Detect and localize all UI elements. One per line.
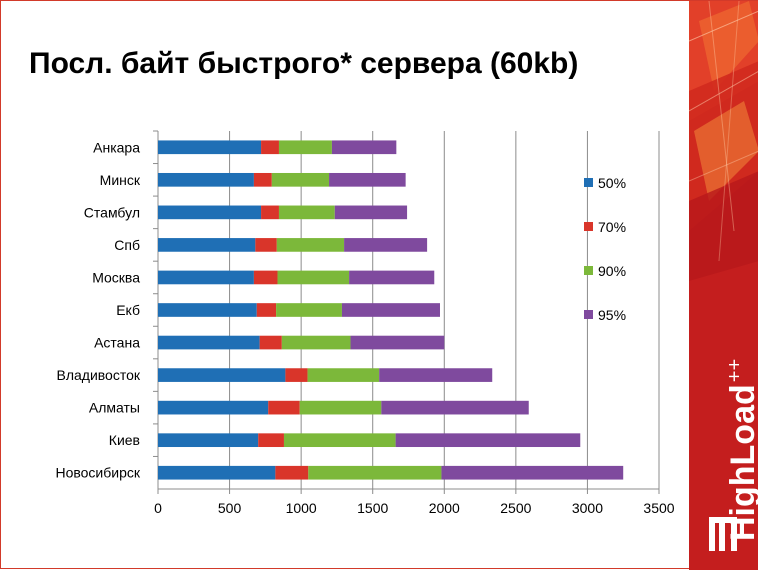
bar-segment	[158, 205, 262, 220]
bar-segment	[281, 335, 351, 350]
bar-segment	[158, 400, 269, 415]
bar-segment	[278, 140, 332, 155]
brand-plus: ++	[724, 358, 746, 383]
bar-segment	[158, 270, 254, 285]
bar-segment	[285, 368, 308, 382]
bar-segment	[308, 465, 442, 480]
bar-segment	[261, 140, 279, 155]
category-label: Москва	[92, 269, 140, 285]
bar-chart: 0 500 1000 1500 2000 2500 3000 3500 Анкара Минск С…	[55, 130, 675, 516]
category-label: Киев	[109, 432, 140, 448]
brand-logo-mark	[709, 517, 737, 551]
bar-segment	[331, 140, 397, 155]
bar-segment	[271, 172, 330, 187]
legend-label: 70%	[598, 219, 626, 235]
x-tick-label: 1000	[286, 500, 317, 516]
category-label: Екб	[116, 302, 140, 318]
bar-segment	[158, 335, 260, 350]
bar-segment	[277, 270, 350, 285]
bar-segment	[344, 238, 428, 252]
category-label: Новосибирск	[55, 465, 140, 481]
bar-segment	[158, 433, 259, 448]
legend-swatch	[584, 222, 593, 231]
bar-segment	[255, 238, 277, 252]
bar-segment	[341, 303, 440, 317]
brand-logo: HighLoad++	[724, 359, 758, 541]
brand-panel	[689, 1, 758, 570]
legend-swatch	[584, 178, 593, 187]
brand-pattern-graphic	[689, 1, 758, 570]
category-label: Владивосток	[56, 367, 140, 383]
legend-label: 50%	[598, 175, 626, 191]
category-label: Минск	[100, 172, 141, 188]
bar-segment	[395, 433, 581, 448]
category-label: Алматы	[89, 400, 140, 416]
bar-segment	[158, 368, 286, 382]
bar-segment	[158, 238, 256, 252]
bar-segment	[259, 335, 282, 350]
bar-segment	[334, 205, 408, 220]
brand-name: HighLoad	[724, 384, 758, 541]
bar-segment	[329, 172, 406, 187]
bar-segment	[258, 433, 284, 448]
bar-segment	[276, 238, 345, 252]
bar-segment	[381, 400, 529, 415]
bar-segment	[307, 368, 380, 382]
x-tick-label: 1500	[357, 500, 388, 516]
slide-title: Посл. байт быстрого* сервера (60kb)	[29, 47, 579, 80]
bar-segment	[350, 335, 445, 350]
bar-segment	[256, 303, 277, 317]
legend-swatch	[584, 266, 593, 275]
x-tick-label: 3000	[572, 500, 603, 516]
bar-segment	[268, 400, 300, 415]
bar-segment	[276, 303, 342, 317]
x-tick-label: 3500	[643, 500, 674, 516]
category-label: Анкара	[93, 139, 140, 155]
x-tick-label: 2000	[429, 500, 460, 516]
x-tick-label: 0	[154, 500, 162, 516]
bar-segment	[158, 140, 262, 155]
bar-segment	[253, 270, 278, 285]
bar-segment	[158, 303, 257, 317]
category-label: Спб	[114, 237, 140, 253]
legend-label: 90%	[598, 263, 626, 279]
bar-segment	[253, 172, 272, 187]
bar-segment	[278, 205, 335, 220]
legend-label: 95%	[598, 307, 626, 323]
bar-segment	[441, 465, 624, 480]
bar-segment	[275, 465, 309, 480]
x-tick-label: 500	[218, 500, 242, 516]
bar-segment	[158, 465, 276, 480]
bar-segment	[158, 172, 254, 187]
bar-segment	[261, 205, 279, 220]
legend-swatch	[584, 310, 593, 319]
bar-segment	[299, 400, 382, 415]
bar-segment	[349, 270, 435, 285]
bar-segment	[379, 368, 493, 382]
category-label: Астана	[94, 335, 140, 351]
category-label: Стамбул	[84, 204, 140, 220]
x-tick-label: 2500	[500, 500, 531, 516]
bar-segment	[283, 433, 396, 448]
